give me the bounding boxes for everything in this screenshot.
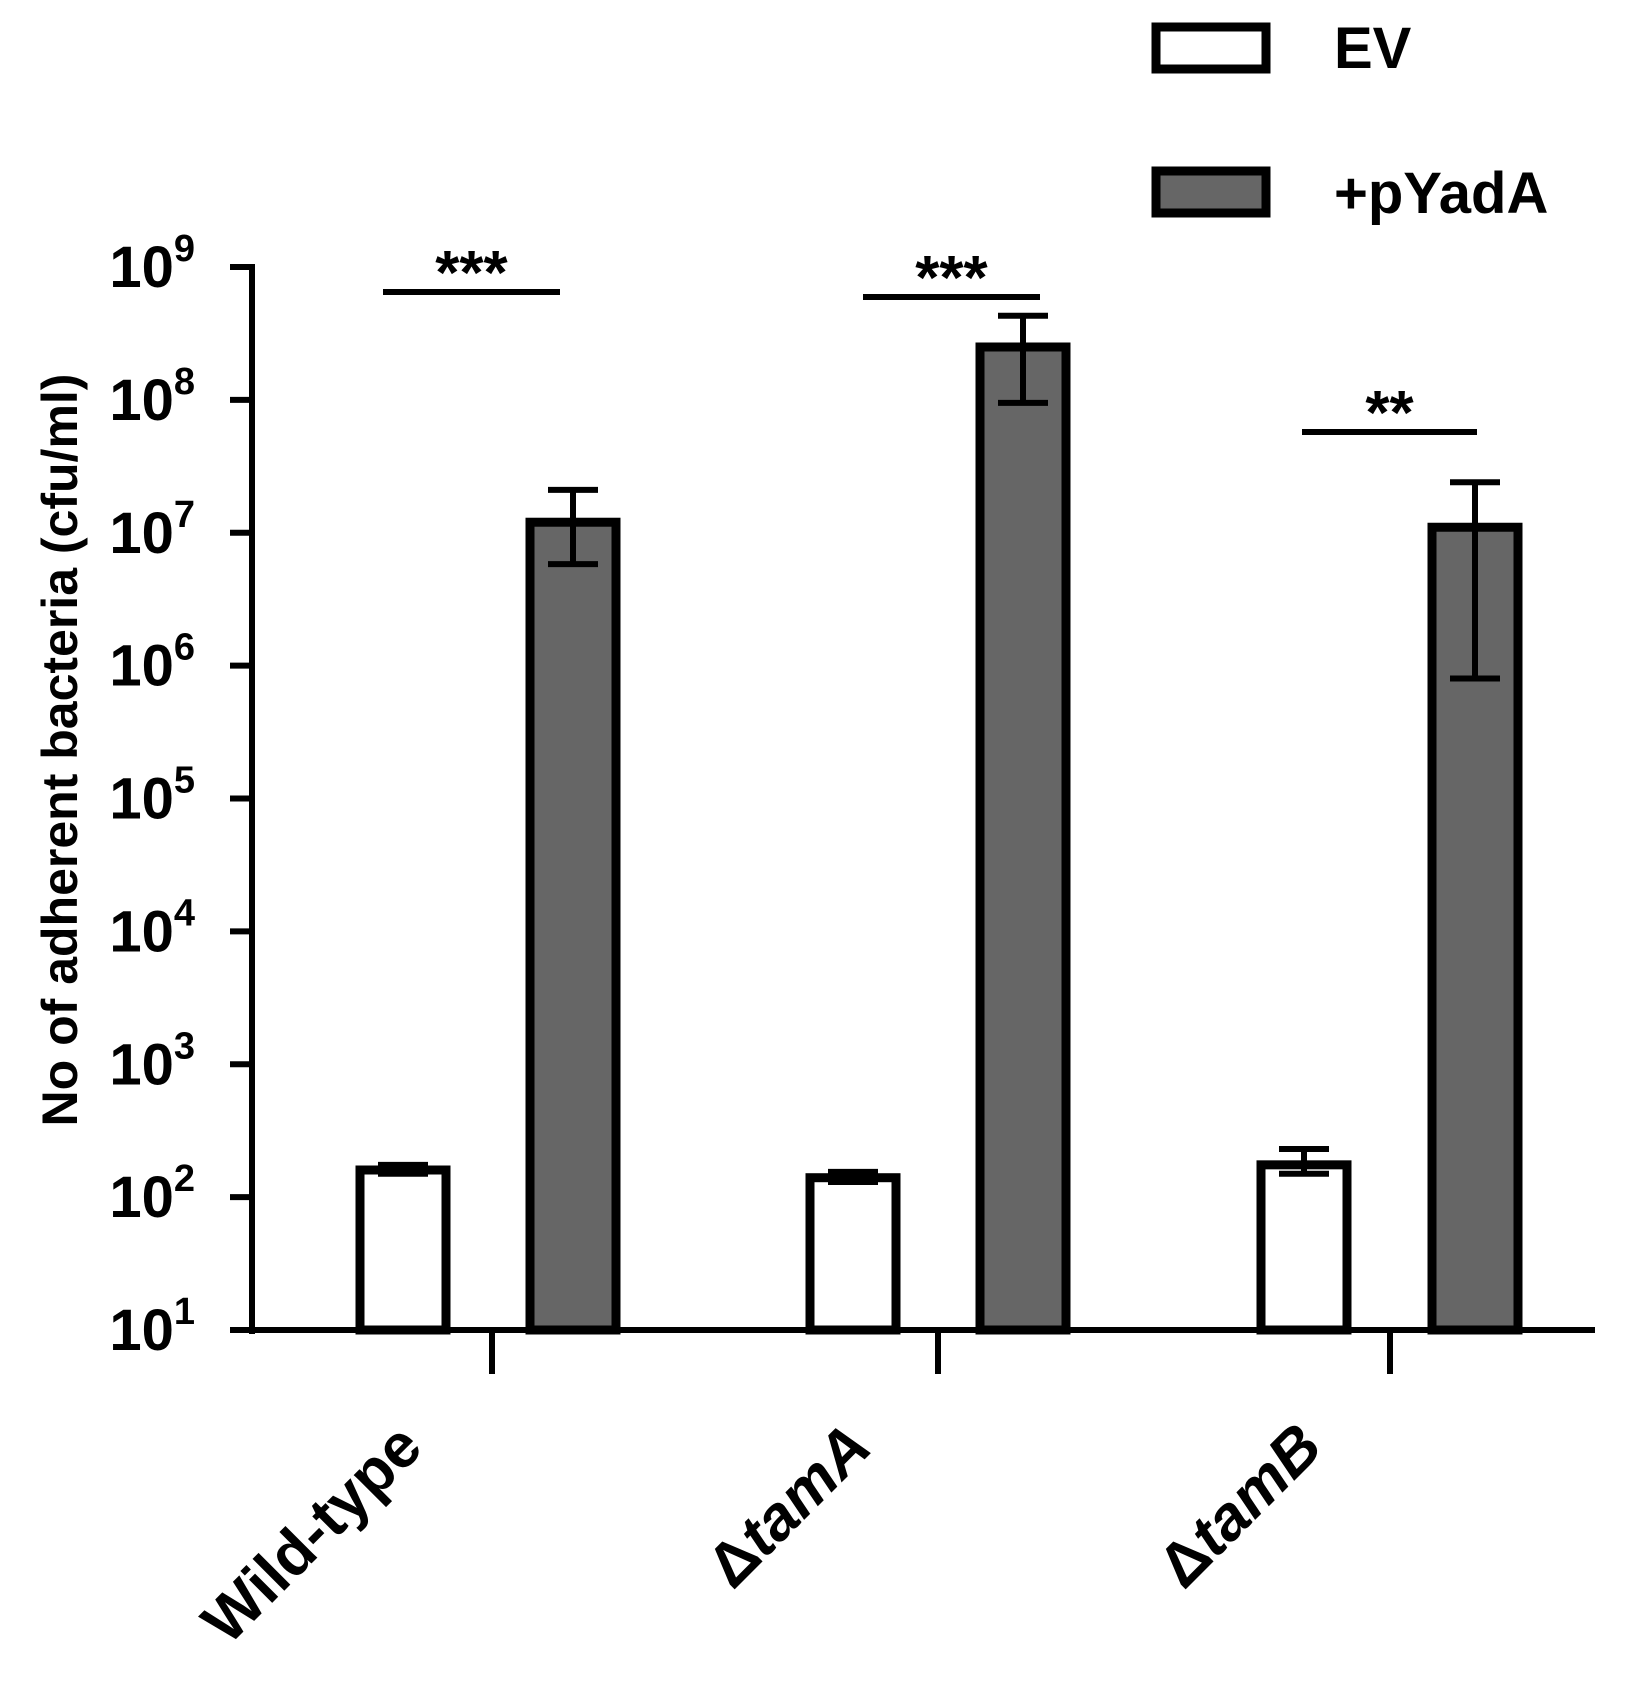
bar — [355, 1165, 451, 1335]
significance-annotations: *** ***** — [383, 239, 1477, 448]
legend-item-pyada: +pYadA — [1151, 161, 1548, 226]
x-tick-label: Wild-type — [189, 1411, 435, 1657]
significance-label: *** — [915, 244, 988, 313]
bar — [1256, 1160, 1352, 1335]
x-tick-label: ΔtamB — [1145, 1411, 1335, 1601]
y-tick-label: 107 — [109, 494, 195, 566]
bar — [525, 517, 621, 1335]
x-tick-label: ΔtamA — [694, 1411, 884, 1601]
x-axis: Wild-type ΔtamA ΔtamB — [189, 1327, 1595, 1657]
y-tick-label: 103 — [109, 1025, 195, 1097]
y-tick-label: 108 — [109, 361, 195, 433]
legend-label-ev: EV — [1334, 16, 1412, 81]
y-tick-label: 101 — [109, 1291, 195, 1363]
y-axis: 101 102 103 104 105 106 107 108 109 — [109, 228, 255, 1363]
bars — [355, 312, 1523, 1335]
legend-swatch-ev — [1151, 22, 1271, 74]
y-tick-label: 106 — [109, 627, 195, 699]
legend-item-ev: EV — [1151, 16, 1412, 81]
y-axis-title: No of adherent bacteria (cfu/ml) — [32, 374, 88, 1127]
bar — [975, 342, 1071, 1335]
legend-swatch-pyada — [1151, 166, 1271, 218]
y-tick-label: 109 — [109, 228, 195, 300]
significance-label: ** — [1365, 379, 1414, 448]
y-tick-label: 104 — [109, 892, 195, 964]
y-tick-label: 102 — [109, 1158, 195, 1230]
y-tick-label: 105 — [109, 760, 195, 832]
legend: EV +pYadA — [1151, 16, 1548, 226]
significance-label: *** — [435, 239, 508, 308]
legend-label-pyada: +pYadA — [1334, 161, 1548, 226]
bar — [805, 1173, 901, 1335]
